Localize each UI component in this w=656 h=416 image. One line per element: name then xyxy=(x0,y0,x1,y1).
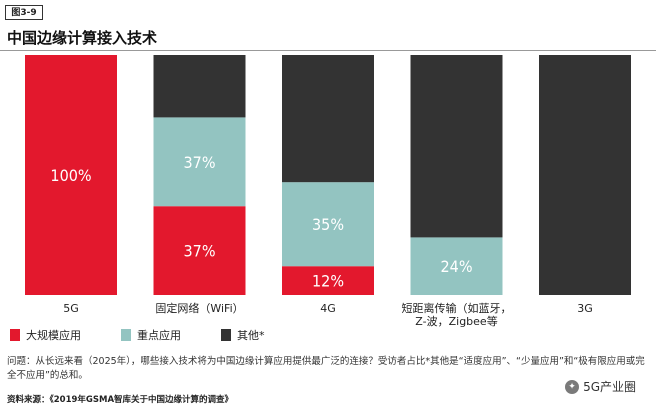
x-tick-label-wifi: 固定网络（WiFi） xyxy=(155,301,243,315)
x-tick-label-4g: 4G xyxy=(320,302,336,315)
bar-segment-wifi-series-1 xyxy=(153,117,246,207)
source-note: 资料来源：《2019年GSMA智库关于中国边缘计算的调查》 xyxy=(7,395,234,405)
legend-swatch-other xyxy=(221,329,231,341)
data-label-short-range-series-1: 24% xyxy=(441,257,473,276)
legend-label-large-scale: 大规模应用 xyxy=(26,329,81,342)
bar-segment-wifi-series-2 xyxy=(153,55,246,118)
data-label-4g-series-0: 12% xyxy=(312,272,344,291)
bar-segment-wifi-series-0 xyxy=(153,206,246,295)
watermark: ✦ 5G产业圈 xyxy=(565,378,636,395)
bar-segment-3g-series-2 xyxy=(539,55,631,295)
data-label-4g-series-1: 35% xyxy=(312,215,344,234)
bar-segment-4g-series-2 xyxy=(282,55,374,183)
legend-label-other: 其他* xyxy=(237,329,265,342)
watermark-text: 5G产业圈 xyxy=(583,380,636,394)
chart-legend: 大规模应用 重点应用 其他* xyxy=(10,327,265,343)
legend-item-other: 其他* xyxy=(221,327,265,343)
x-tick-label-short-range-line2: Z-波，Zigbee等 xyxy=(415,314,497,328)
legend-item-key: 重点应用 xyxy=(121,327,181,343)
wechat-logo-icon: ✦ xyxy=(565,379,580,394)
data-label-wifi-series-0: 37% xyxy=(184,242,216,261)
bar-segment-4g-series-1 xyxy=(282,182,374,267)
legend-item-large-scale: 大规模应用 xyxy=(10,327,81,343)
x-tick-label-short-range: 短距离传输（如蓝牙， xyxy=(402,301,512,315)
legend-swatch-key xyxy=(121,329,131,341)
bar-segment-short-range-series-2 xyxy=(410,55,503,238)
data-label-5g-series-0: 100% xyxy=(50,166,91,185)
x-tick-label-5g: 5G xyxy=(63,302,79,315)
bar-segment-5g-series-0 xyxy=(25,55,117,295)
chart-title: 中国边缘计算接入技术 xyxy=(7,29,158,47)
data-label-wifi-series-1: 37% xyxy=(184,153,216,172)
legend-label-key: 重点应用 xyxy=(137,329,181,342)
survey-question-note: 问题：从长远来看（2025年），哪些接入技术将为中国边缘计算应用提供最广泛的连接… xyxy=(7,356,645,381)
title-divider xyxy=(0,50,656,51)
figure-number-tag: 图3-9 xyxy=(5,5,43,20)
legend-swatch-large-scale xyxy=(10,329,20,341)
x-tick-label-3g: 3G xyxy=(577,302,593,315)
bar-segment-4g-series-0 xyxy=(282,266,374,295)
bar-segment-short-range-series-1 xyxy=(410,237,503,295)
stacked-bar-chart: 100% 5G 37% 37% 固定网络（WiFi） 12% 35% 4G 24% 短距离传输（如… xyxy=(25,55,631,328)
